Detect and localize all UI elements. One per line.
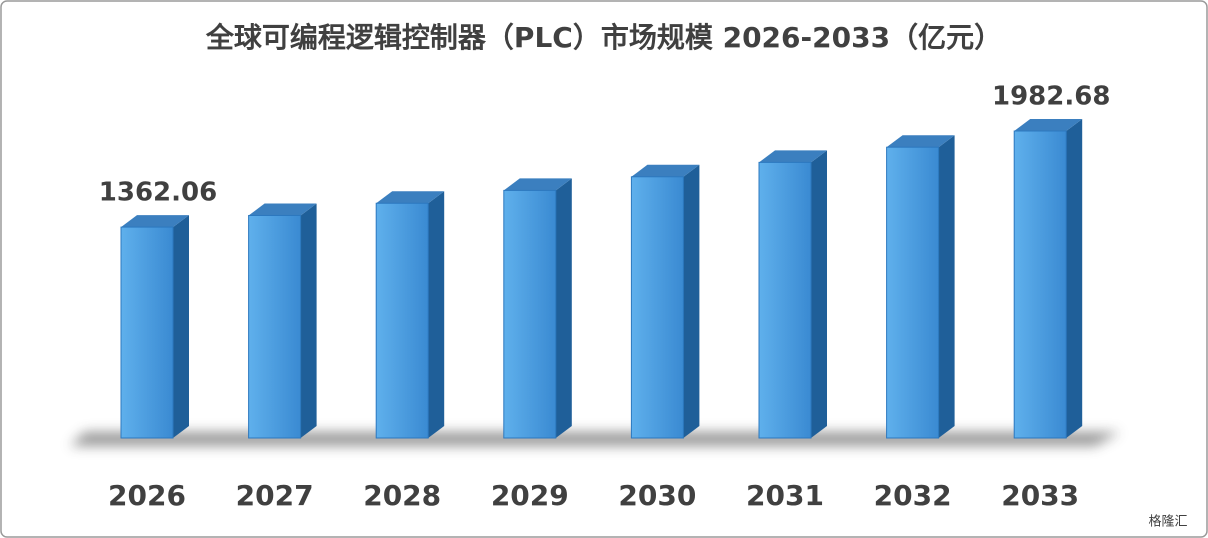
x-tick-label: 2032 [874, 479, 952, 512]
x-tick-label: 2029 [491, 479, 569, 512]
x-tick-label: 2028 [363, 479, 441, 512]
bar [375, 202, 429, 439]
watermark: 格隆汇 [1148, 514, 1187, 530]
x-tick-label: 2030 [618, 479, 696, 512]
bar [503, 189, 557, 439]
bar-top [121, 215, 189, 228]
bar-top [376, 191, 445, 204]
bar-top [631, 164, 700, 177]
bar-top [886, 135, 955, 148]
bar [758, 161, 812, 439]
data-label: 1362.06 [99, 178, 217, 208]
bar-side [938, 135, 955, 438]
bar [886, 146, 940, 439]
bar [120, 226, 174, 439]
bar-side [173, 215, 189, 438]
x-tick-label: 2031 [746, 479, 824, 512]
chart-title: 全球可编程逻辑控制器（PLC）市场规模 2026-2033（亿元） [205, 21, 1002, 54]
bar-top [248, 203, 317, 216]
bar-side [683, 164, 700, 438]
x-tick-label: 2033 [1001, 479, 1079, 512]
bar-side [300, 203, 317, 438]
bar [1013, 130, 1067, 439]
bar [630, 176, 684, 439]
floor-shadow [70, 432, 1120, 446]
x-tick-label: 2027 [236, 479, 314, 512]
bar-side [428, 191, 445, 438]
bar-top [759, 150, 827, 163]
x-tick-label: 2026 [108, 479, 186, 512]
bar-side [555, 178, 572, 438]
bar [248, 214, 302, 439]
bar-top [1014, 119, 1083, 131]
bar-side [1066, 119, 1083, 438]
bar-top [503, 178, 572, 191]
data-label: 1982.68 [992, 82, 1110, 112]
bar-side [811, 150, 827, 438]
